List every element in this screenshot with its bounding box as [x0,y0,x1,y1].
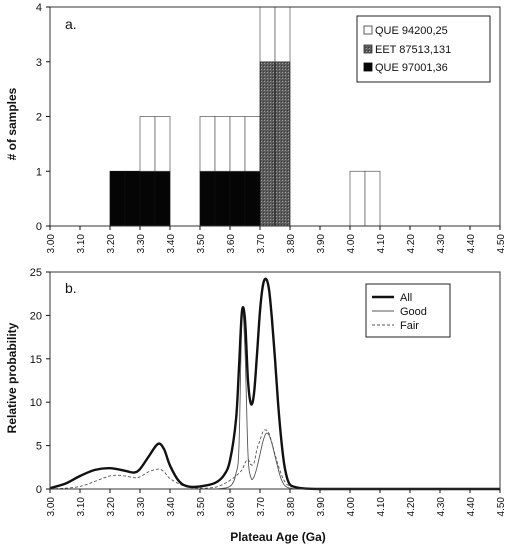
panel-a-y-tick-label: 4 [36,2,42,14]
panel-b-x-tick-label: 3.40 [166,497,177,517]
panel-b-x-tick-label: 3.60 [226,497,237,517]
panel-a-bars [109,6,381,227]
panel-a-x-tick-label: 4.00 [346,234,357,254]
panel-b-x-tick-label: 4.10 [376,497,387,517]
panel-b-x-tick-label: 3.10 [76,497,87,517]
line-fair [49,429,321,490]
panel-b-x-tick-label: 3.90 [316,497,327,517]
legend-swatch-que97001 [363,62,373,72]
panel-b-y-tick-label: 25 [30,267,42,279]
panel-b-legend-box [365,283,451,338]
panel-a-x-tick-label: 3.50 [196,234,207,254]
bar-que97001 [214,170,231,227]
panel-a-x-tick-label: 4.50 [496,234,507,254]
panel-a-x-tick-label: 4.40 [466,234,477,254]
panel-a-y-tick-label: 1 [36,166,42,178]
panel-a-axes: 0 1 2 3 4 3.00 3.10 3.20 3.30 3.40 3.50 3.60 3.70 3.8… [36,2,507,253]
panel-a-label: a. [65,16,77,32]
panel-b-x-tick-label: 3.70 [256,497,267,517]
panel-b-x-tick-label: 3.80 [286,497,297,517]
legend-swatch-que94200 [363,25,373,35]
panel-a-y-tick-label: 2 [36,112,42,124]
panel-a-x-tick-label: 3.80 [286,234,297,254]
panel-b-y-tick-label: 20 [30,310,42,322]
bar-eet87513 [274,61,291,227]
panel-a-legend: QUE 94200,25 EET 87513,131 QUE 97001,36 [356,15,491,83]
panel-a: 0 1 2 3 4 3.00 3.10 3.20 3.30 3.40 3.50 3.60 3.70 3.8… [5,2,507,253]
bar-que97001 [244,170,261,227]
panel-b: 0 5 10 15 20 25 3.00 3.10 3.20 3.30 3.40 3.50 3.60 3.… [5,267,507,544]
panel-b-label: b. [65,280,77,296]
panel-b-plot-frame [49,271,501,490]
bar-que94200 [364,170,381,227]
bar-que94200 [274,6,291,63]
panel-b-legend: All Good Fair [365,283,451,338]
panel-b-x-tick-label: 4.20 [406,497,417,517]
panel-a-x-tick-label: 3.10 [76,234,87,254]
bar-que94200 [229,116,246,172]
legend-label-que97001: QUE 97001,36 [375,62,448,74]
panel-a-x-tick-label: 3.20 [106,234,117,254]
panel-b-y-tick-label: 5 [36,441,42,453]
panel-b-x-tick-label: 3.50 [196,497,207,517]
panel-a-x-tick-label: 4.30 [436,234,447,254]
panel-b-x-tick-label: 4.40 [466,497,477,517]
legend-label-good: Good [400,306,427,318]
panel-b-x-tick-label: 3.00 [46,497,57,517]
panel-a-x-tick-label: 3.70 [256,234,267,254]
panel-a-x-tick-label: 4.10 [376,234,387,254]
panel-a-x-tick-label: 3.30 [136,234,147,254]
panel-a-x-tick-label: 3.60 [226,234,237,254]
bar-que94200 [214,116,231,172]
legend-label-eet87513: EET 87513,131 [375,44,451,56]
legend-swatch-eet87513 [363,44,373,54]
bar-que97001 [139,170,156,227]
panel-b-y-tick-label: 10 [30,397,42,409]
legend-label-all: All [400,292,412,304]
panel-a-x-tick-label: 4.20 [406,234,417,254]
panel-a-x-tick-label: 3.90 [316,234,327,254]
bar-que94200 [349,170,366,227]
panel-b-y-axis-label: Relative probability [5,322,19,433]
bar-que94200 [259,6,276,63]
bar-que97001 [199,170,216,227]
legend-label-fair: Fair [400,320,419,332]
legend-label-que94200: QUE 94200,25 [375,25,448,37]
panel-b-lines [49,277,500,491]
panel-b-x-axis-label: Plateau Age (Ga) [230,530,326,544]
panel-b-x-tick-label: 4.50 [496,497,507,517]
bar-que94200 [139,116,156,172]
bar-que94200 [154,116,171,172]
panel-b-x-tick-label: 4.30 [436,497,447,517]
panel-b-y-tick-label: 0 [36,484,42,496]
bar-que97001 [154,170,171,227]
panel-b-axes: 0 5 10 15 20 25 3.00 3.10 3.20 3.30 3.40 3.50 3.60 3.… [30,267,507,516]
panel-a-x-tick-label: 3.40 [166,234,177,254]
panel-a-y-axis-label: # of samples [5,87,19,160]
line-good [214,310,305,490]
panel-b-x-tick-label: 4.00 [346,497,357,517]
bar-que97001 [124,170,141,227]
bar-que97001 [109,170,126,227]
panel-b-x-tick-label: 3.30 [136,497,147,517]
bar-eet87513 [259,61,276,227]
panel-b-x-tick-label: 3.20 [106,497,117,517]
bar-que94200 [244,116,261,172]
panel-a-x-tick-label: 3.00 [46,234,57,254]
bar-que94200 [199,116,216,172]
panel-a-y-tick-label: 3 [36,57,42,69]
bar-que97001 [229,170,246,227]
line-all [49,277,500,491]
panel-a-legend-box [356,15,491,83]
panel-b-y-tick-label: 15 [30,354,42,366]
panel-a-y-tick-label: 0 [36,221,42,233]
